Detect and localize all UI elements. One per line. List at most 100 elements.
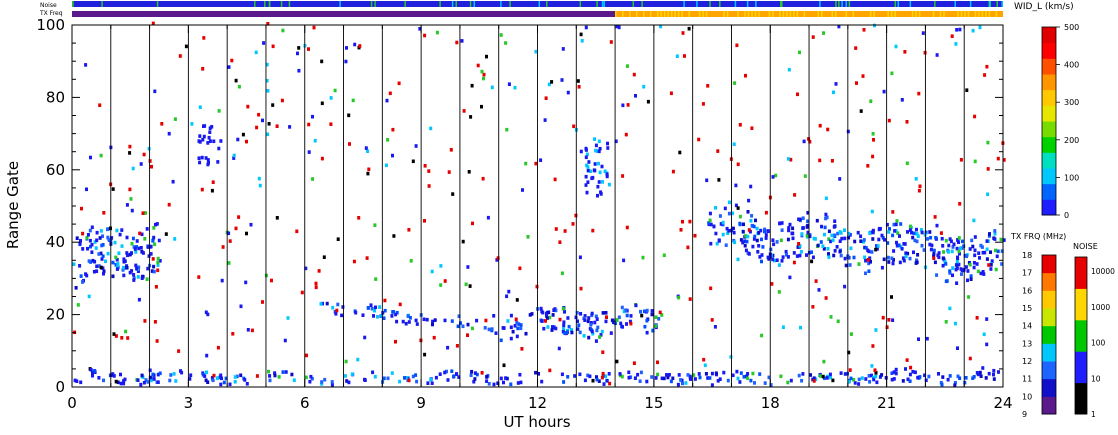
- range-gate-cell: [887, 318, 891, 322]
- range-gate-cell: [505, 294, 509, 299]
- range-gate-cell: [924, 230, 928, 235]
- range-gate-cell: [85, 187, 88, 192]
- range-gate-cell: [281, 370, 285, 374]
- range-gate-cell: [447, 170, 451, 174]
- range-gate-cell: [769, 383, 773, 387]
- range-gate-cell: [147, 254, 151, 258]
- range-gate-cell: [890, 295, 893, 299]
- range-gate-cell: [101, 254, 105, 258]
- range-gate-cell: [524, 161, 528, 166]
- range-gate-cell: [880, 373, 884, 377]
- range-gate-cell: [786, 380, 790, 385]
- range-gate-cell: [494, 331, 498, 335]
- range-gate-cell: [625, 225, 629, 230]
- range-gate-cell: [443, 279, 447, 283]
- range-gate-cell: [85, 273, 89, 278]
- range-gate-cell: [423, 352, 427, 357]
- range-gate-cell: [719, 222, 723, 226]
- range-gate-cell: [563, 229, 567, 233]
- txfreq-strip-early: [72, 11, 616, 17]
- range-gate-cell: [692, 373, 696, 377]
- range-gate-cell: [502, 380, 505, 385]
- txfreq-strip-late: [615, 11, 1003, 17]
- range-gate-cell: [872, 375, 876, 380]
- range-gate-cell: [583, 314, 587, 318]
- range-gate-cell: [876, 244, 880, 248]
- range-gate-cell: [90, 250, 94, 254]
- range-gate-cell: [88, 238, 92, 243]
- range-gate-cell: [832, 253, 836, 258]
- range-gate-cell: [714, 371, 718, 375]
- tx-colorbar-segment: [1042, 325, 1056, 344]
- range-gate-cell: [576, 327, 580, 331]
- range-gate-cell: [758, 372, 762, 376]
- range-gate-cell: [95, 238, 99, 243]
- range-gate-cell: [255, 125, 259, 130]
- range-gate-cell: [576, 319, 579, 323]
- range-gate-cell: [891, 233, 895, 238]
- range-gate-cell: [749, 219, 753, 223]
- txfreq-strip-tick: [894, 11, 896, 17]
- range-gate-cell: [843, 228, 846, 232]
- range-gate-cell: [307, 150, 311, 154]
- range-gate-cell: [925, 336, 929, 341]
- range-gate-cell: [386, 138, 390, 142]
- range-gate-cell: [935, 223, 939, 228]
- range-gate-cell: [827, 237, 831, 241]
- txfreq-strip-tick: [768, 11, 771, 17]
- txfreq-strip-tick: [758, 11, 760, 17]
- range-gate-cell: [871, 237, 875, 241]
- range-gate-cell: [261, 118, 264, 123]
- noise-strip-tick: [370, 1, 373, 7]
- range-gate-cell: [774, 173, 778, 178]
- range-gate-cell: [216, 345, 220, 350]
- range-gate-cell: [75, 236, 79, 240]
- txfreq-strip-tick: [636, 11, 638, 17]
- range-gate-cell: [320, 59, 324, 64]
- range-gate-cell: [156, 263, 160, 267]
- range-gate-cell: [583, 318, 587, 322]
- range-gate-cell: [365, 256, 369, 260]
- range-gate-cell: [826, 247, 830, 251]
- range-gate-cell: [746, 210, 750, 214]
- range-gate-cell: [331, 305, 335, 310]
- range-gate-cell: [423, 33, 427, 38]
- range-gate-cell: [519, 326, 523, 331]
- range-gate-cell: [760, 253, 764, 257]
- range-gate-cell: [736, 376, 740, 381]
- range-gate-cell: [485, 375, 489, 379]
- range-gate-cell: [407, 228, 411, 232]
- range-gate-cell: [791, 226, 795, 231]
- range-gate-cell: [605, 174, 609, 179]
- range-gate-cell: [706, 376, 710, 380]
- range-gate-cell: [886, 255, 890, 260]
- range-gate-cell: [920, 230, 924, 235]
- range-gate-cell: [959, 158, 963, 162]
- range-gate-cell: [971, 28, 975, 33]
- range-gate-cell: [353, 42, 357, 47]
- range-gate-cell: [309, 374, 313, 379]
- range-gate-cell: [243, 378, 247, 382]
- range-gate-cell: [883, 238, 886, 242]
- range-gate-cell: [201, 137, 205, 142]
- range-gate-cell: [111, 274, 115, 279]
- range-gate-cell: [933, 260, 937, 265]
- range-gate-cell: [766, 255, 770, 260]
- noise-strip-tick: [683, 1, 685, 7]
- range-gate-cell: [761, 245, 765, 249]
- range-gate-cell: [100, 257, 104, 261]
- range-gate-cell: [712, 224, 716, 229]
- range-gate-cell: [921, 31, 925, 35]
- range-gate-cell: [333, 310, 337, 314]
- noise-strip-tick: [835, 1, 837, 7]
- range-gate-cell: [906, 230, 909, 234]
- range-gate-cell: [882, 257, 886, 262]
- range-gate-cell: [875, 247, 879, 251]
- range-gate-cell: [1002, 158, 1006, 162]
- tx-colorbar-segment: [1042, 290, 1056, 309]
- range-gate-cell: [979, 374, 983, 378]
- range-gate-cell: [501, 326, 505, 330]
- txfreq-strip-tick: [831, 11, 834, 17]
- range-gate-cell: [540, 319, 544, 323]
